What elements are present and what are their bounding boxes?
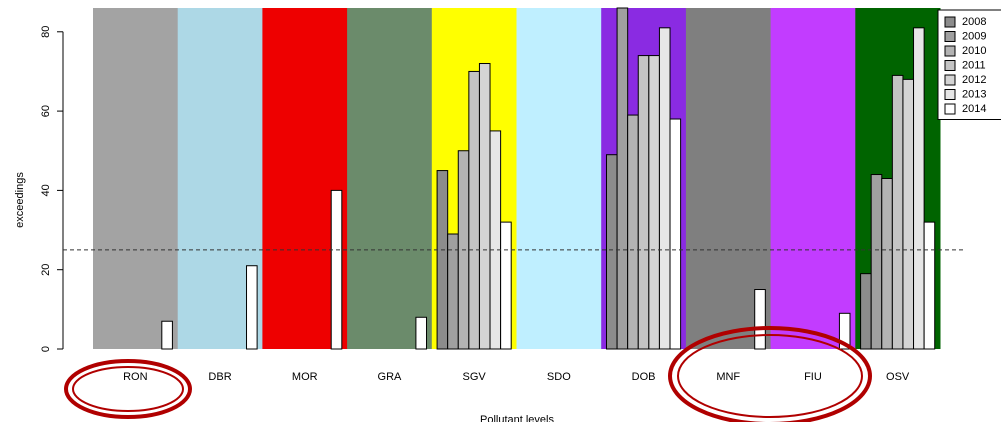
x-tick-label: DOB — [632, 371, 656, 383]
legend-swatch — [944, 31, 956, 42]
legend-label: 2013 — [962, 88, 986, 100]
bar — [468, 70, 480, 350]
bar — [436, 170, 449, 350]
y-tick-label: 60 — [40, 105, 52, 117]
legend-swatch — [944, 60, 956, 71]
y-tick-label: 40 — [40, 184, 52, 196]
category-background — [516, 8, 602, 349]
y-tick-label: 80 — [40, 26, 52, 38]
x-tick-label: SDO — [547, 371, 571, 383]
legend-swatch — [944, 89, 956, 100]
y-tick-label: 20 — [40, 264, 52, 276]
x-tick-label: DBR — [208, 371, 231, 383]
bar — [870, 174, 883, 350]
bar — [161, 320, 173, 350]
bar — [605, 154, 618, 350]
x-tick-label: MOR — [292, 371, 318, 383]
bar — [330, 189, 343, 350]
legend-label: 2014 — [962, 103, 986, 115]
x-tick-label: MNF — [716, 371, 740, 383]
legend-swatch — [944, 16, 956, 28]
legend-label: 2011 — [962, 59, 986, 71]
bar — [648, 55, 660, 350]
x-tick-label: FIU — [804, 371, 822, 383]
x-axis-label: Pollutant levels — [480, 414, 554, 422]
highlight-ring — [72, 366, 184, 412]
bar — [447, 233, 459, 350]
bar — [415, 316, 428, 350]
x-tick-label: GRA — [378, 371, 403, 383]
plot-area: RON DBR MOR GRA SGV SDO DOB MNF FIU OSV 0 20 40 60 80 2… — [40, 7, 1001, 383]
category-background — [93, 8, 179, 349]
bar — [627, 114, 639, 350]
bar — [891, 74, 904, 350]
category-background — [347, 8, 433, 349]
bar — [754, 289, 766, 350]
bar — [658, 27, 671, 350]
y-axis-label: exceedings — [14, 172, 26, 228]
legend-swatch — [944, 74, 956, 86]
bar — [860, 273, 872, 350]
legend-label: 2009 — [962, 30, 986, 42]
bar — [489, 130, 502, 350]
bar — [881, 178, 893, 350]
bar — [246, 265, 258, 350]
legend-swatch — [944, 45, 956, 57]
bar — [616, 7, 629, 350]
bar — [637, 55, 650, 350]
bar — [913, 27, 925, 350]
highlight-ring — [668, 326, 872, 422]
bar — [838, 312, 851, 350]
y-tick-label: 0 — [40, 346, 52, 352]
x-tick-label: SGV — [463, 371, 487, 383]
bar — [902, 78, 915, 350]
legend-label: 2008 — [962, 16, 986, 28]
bar — [478, 63, 491, 350]
legend-swatch — [944, 103, 956, 115]
bar — [669, 118, 682, 350]
legend-label: 2010 — [962, 45, 986, 57]
bar — [500, 221, 512, 350]
x-tick-label: OSV — [886, 371, 910, 383]
x-tick-label: RON — [123, 371, 148, 383]
highlight-ring — [64, 359, 192, 419]
highlight-ring — [677, 334, 863, 418]
bar — [923, 221, 936, 350]
legend-label: 2012 — [962, 74, 986, 86]
category-background — [770, 8, 856, 349]
